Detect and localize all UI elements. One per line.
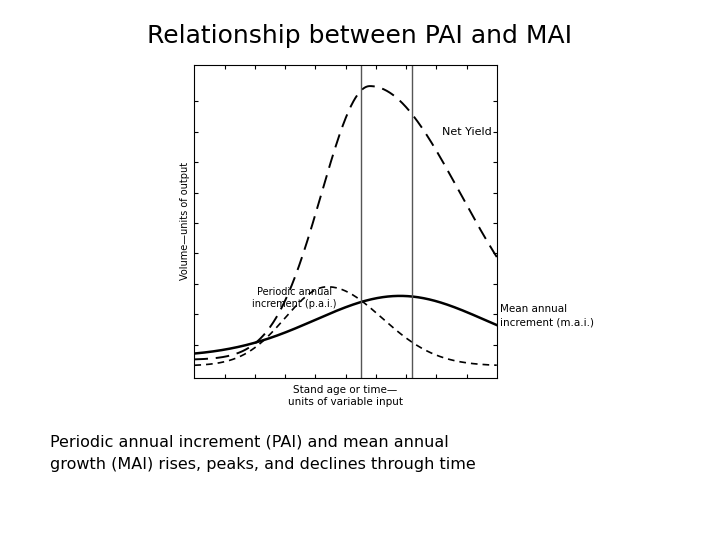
Y-axis label: Volume—units of output: Volume—units of output bbox=[180, 163, 190, 280]
Text: Mean annual
increment (m.a.i.): Mean annual increment (m.a.i.) bbox=[500, 305, 595, 327]
X-axis label: Stand age or time—
units of variable input: Stand age or time— units of variable inp… bbox=[288, 385, 403, 407]
Text: Relationship between PAI and MAI: Relationship between PAI and MAI bbox=[148, 24, 572, 48]
Text: Net Yield: Net Yield bbox=[442, 127, 492, 137]
Text: Periodic annual increment (PAI) and mean annual
growth (MAI) rises, peaks, and d: Periodic annual increment (PAI) and mean… bbox=[50, 435, 476, 472]
Text: Periodic annual
increment (p.a.i.): Periodic annual increment (p.a.i.) bbox=[252, 287, 336, 308]
